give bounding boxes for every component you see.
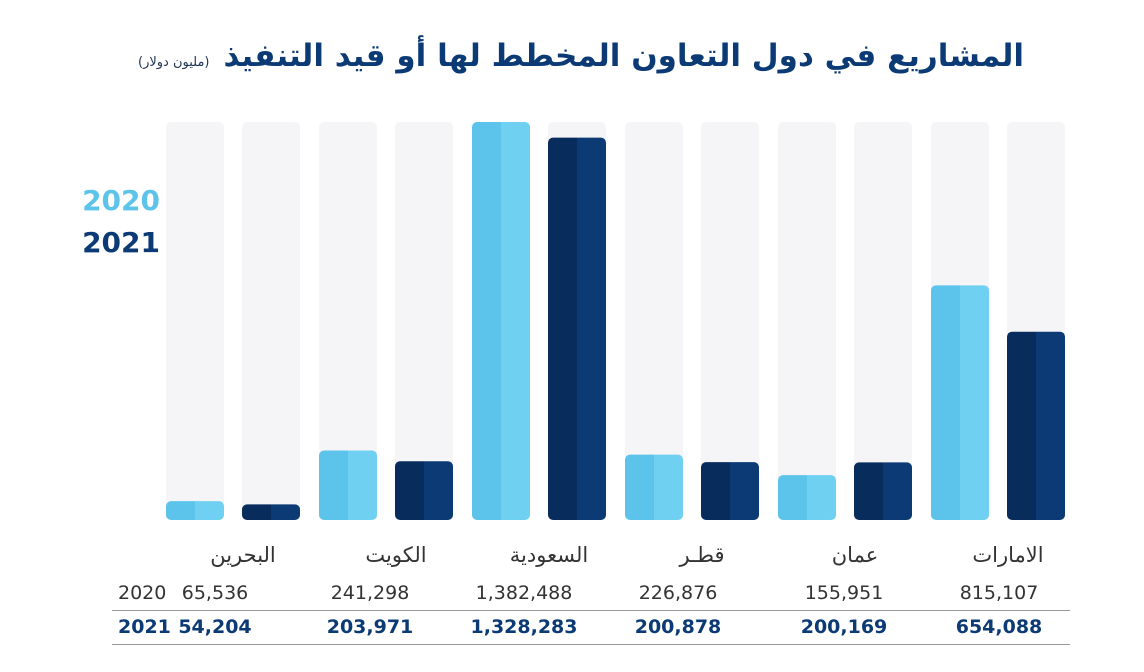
category-label: الكويت	[365, 543, 426, 567]
bar-2020-1	[319, 450, 377, 520]
bar-2021-5	[1007, 331, 1065, 520]
category-label: الامارات	[972, 543, 1043, 567]
chart-title: المشاريع في دول التعاون المخطط لها أو قي…	[223, 38, 1025, 74]
bar-track	[854, 122, 912, 520]
row-label: 2020	[118, 582, 167, 604]
table-cell: 654,088	[955, 616, 1043, 638]
category-label: البحرين	[210, 543, 276, 567]
bar-track	[778, 122, 836, 520]
bar-2020-4	[778, 475, 836, 520]
bar-track	[701, 122, 759, 520]
category-label: قطـر	[678, 543, 724, 567]
chart-subtitle: (مليون دولار)	[138, 55, 210, 70]
category-label: عمان	[832, 543, 879, 567]
bar-2021-0	[242, 504, 300, 520]
bar-2021-3	[701, 462, 759, 520]
table-cell: 155,951	[804, 582, 884, 604]
title-row: المشاريع في دول التعاون المخطط لها أو قي…	[24, 38, 1024, 88]
bar-track	[166, 122, 224, 520]
table-cell: 54,204	[178, 616, 252, 638]
bar-2020-3	[625, 454, 683, 520]
legend-item-2021: 2021	[82, 226, 160, 259]
table-cell: 226,876	[638, 582, 718, 604]
table-cell: 200,169	[800, 616, 888, 638]
bar-2020-5	[931, 285, 989, 520]
table-row-2021: 2021 54,204 203,971 1,328,283 200,878 20…	[112, 611, 1070, 645]
bar-2021-4	[854, 462, 912, 520]
bar-2021-1	[395, 461, 453, 520]
table-cell: 1,328,283	[470, 616, 578, 638]
table-cell: 203,971	[326, 616, 414, 638]
table-cell: 241,298	[330, 582, 410, 604]
table-cell: 1,382,488	[475, 582, 573, 604]
table-cell: 65,536	[181, 582, 249, 604]
legend-item-2020: 2020	[82, 184, 160, 217]
category-label: السعودية	[510, 543, 588, 567]
bar-2020-0	[166, 501, 224, 520]
row-label: 2021	[118, 616, 171, 638]
bar-2020-2	[472, 122, 530, 520]
table-row-2020: 2020 65,536 241,298 1,382,488 226,876 15…	[112, 577, 1070, 611]
bar-2021-2	[548, 137, 606, 520]
table-cell: 815,107	[959, 582, 1039, 604]
bar-track	[395, 122, 453, 520]
bar-track	[242, 122, 300, 520]
bar-track	[625, 122, 683, 520]
bar-track	[319, 122, 377, 520]
data-table: 2020 65,536 241,298 1,382,488 226,876 15…	[112, 577, 1070, 645]
table-cell: 200,878	[634, 616, 722, 638]
